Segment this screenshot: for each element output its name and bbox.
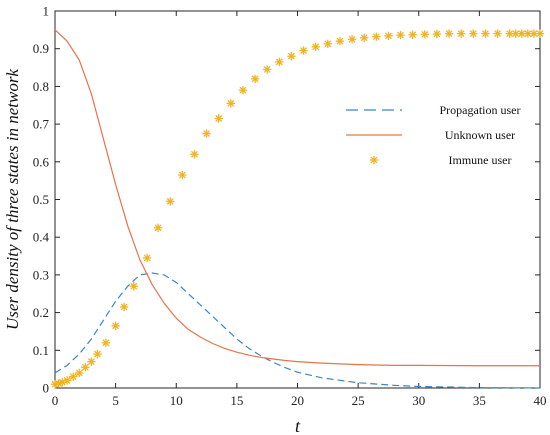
x-tick-label: 25 [352, 393, 365, 408]
data-point [396, 30, 405, 40]
data-point [250, 74, 260, 84]
y-axis-title: User density of three states in network [3, 69, 22, 330]
data-point [190, 150, 199, 159]
data-point [93, 349, 102, 359]
plot-area [54, 10, 541, 389]
legend: Propagation user Unknown user Immune user [346, 103, 520, 167]
data-point [456, 29, 466, 38]
x-tick-label: 20 [291, 393, 304, 408]
data-point [420, 30, 430, 39]
data-point [101, 338, 111, 347]
y-tick-label: 0.7 [33, 117, 50, 132]
data-point [214, 114, 223, 123]
data-point [87, 357, 96, 366]
data-point [335, 36, 345, 46]
data-point [153, 223, 163, 232]
legend-label: Unknown user [445, 128, 515, 142]
y-tick-label: 0.5 [33, 192, 49, 207]
legend-item: Immune user [369, 153, 512, 167]
y-tick-label: 0.6 [33, 154, 50, 169]
data-point [359, 33, 369, 42]
data-point [202, 129, 211, 138]
y-tick-label: 0.3 [33, 267, 49, 282]
data-point [444, 29, 454, 38]
data-point [119, 302, 129, 312]
data-point [275, 57, 284, 67]
y-tick-label: 0 [43, 381, 50, 396]
data-point [323, 39, 333, 48]
data-point [432, 29, 442, 39]
data-point [178, 170, 187, 180]
data-point [129, 282, 139, 291]
data-point [493, 29, 502, 38]
data-point [111, 321, 120, 330]
y-tick-label: 0.4 [33, 230, 50, 245]
data-point [68, 372, 78, 381]
data-point [226, 99, 236, 108]
data-point [535, 29, 545, 38]
series-unknown-user [54, 29, 540, 367]
data-point [469, 29, 478, 38]
x-tick-label: 40 [534, 393, 547, 408]
y-tick-label: 0.1 [33, 343, 49, 358]
data-point [62, 376, 72, 385]
axis-ticks: 0 5 10 15 20 25 30 35 40 0 0.1 0.2 0.3 0.4 0.5 0.6 0.7 0.… [33, 4, 547, 409]
data-point [529, 29, 539, 38]
data-point [75, 368, 84, 378]
data-point [142, 253, 152, 263]
x-axis-title: t [295, 416, 301, 435]
legend-swatch [369, 155, 379, 165]
data-point [81, 363, 90, 372]
plot-frame [54, 10, 541, 389]
data-point [347, 35, 357, 44]
y-tick-label: 0.9 [33, 41, 49, 56]
x-tick-label: 15 [230, 393, 243, 408]
data-point [384, 31, 393, 41]
x-tick-label: 0 [52, 393, 59, 408]
legend-item: Propagation user [346, 103, 520, 117]
legend-item: Unknown user [346, 128, 515, 142]
data-point [311, 42, 320, 52]
series-line [54, 272, 541, 389]
data-point [165, 197, 175, 206]
data-point [262, 65, 272, 74]
x-tick-label: 5 [112, 393, 119, 408]
series-line [54, 29, 540, 367]
data-point [372, 32, 381, 41]
series-immune-user [50, 29, 545, 389]
legend-label: Immune user [449, 153, 512, 167]
y-tick-label: 0.2 [33, 305, 49, 320]
x-tick-label: 30 [412, 393, 425, 408]
series-group [50, 29, 545, 389]
data-point [481, 29, 490, 38]
data-point [408, 30, 417, 39]
legend-label: Propagation user [440, 103, 521, 117]
series-propagation-user [54, 272, 541, 389]
x-tick-label: 10 [170, 393, 183, 408]
y-tick-label: 1 [43, 4, 50, 19]
x-tick-label: 35 [473, 393, 486, 408]
data-point [287, 52, 296, 61]
y-tick-label: 0.8 [33, 79, 49, 94]
data-point [238, 85, 248, 95]
data-point [299, 46, 308, 55]
